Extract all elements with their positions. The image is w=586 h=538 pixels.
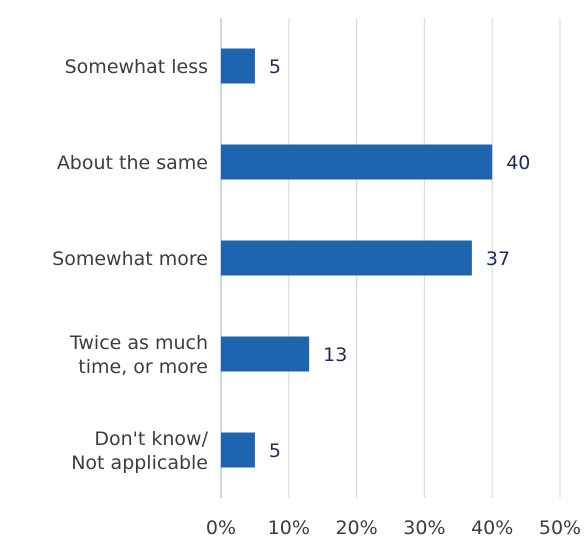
category-label: Somewhat less <box>65 56 208 78</box>
data-label: 13 <box>323 344 347 366</box>
category-label: Don't know/ <box>94 428 208 450</box>
x-tick-label: 10% <box>268 517 310 538</box>
data-label: 5 <box>269 56 281 78</box>
data-label: 5 <box>269 440 281 462</box>
category-label: About the same <box>57 152 208 174</box>
category-label: Twice as much <box>69 332 208 354</box>
bar <box>221 336 310 372</box>
category-label: Not applicable <box>71 452 208 474</box>
x-tick-label: 50% <box>539 517 581 538</box>
data-label: 40 <box>506 152 530 174</box>
bar <box>221 48 255 84</box>
x-tick-label: 30% <box>403 517 445 538</box>
bar <box>221 144 493 180</box>
category-label: time, or more <box>78 356 208 378</box>
x-tick-label: 0% <box>206 517 236 538</box>
bars <box>221 48 493 468</box>
category-label: Somewhat more <box>52 248 208 270</box>
category-labels: Somewhat less About the same Somewhat more… <box>52 56 208 474</box>
x-axis-ticks: 0% 10% 20% 30% 40% 50% <box>206 517 581 538</box>
data-label: 37 <box>486 248 510 270</box>
x-tick-label: 40% <box>471 517 513 538</box>
x-tick-label: 20% <box>335 517 377 538</box>
value-labels: 5 40 37 13 5 <box>269 56 530 462</box>
bar <box>221 432 255 468</box>
bar <box>221 240 472 276</box>
